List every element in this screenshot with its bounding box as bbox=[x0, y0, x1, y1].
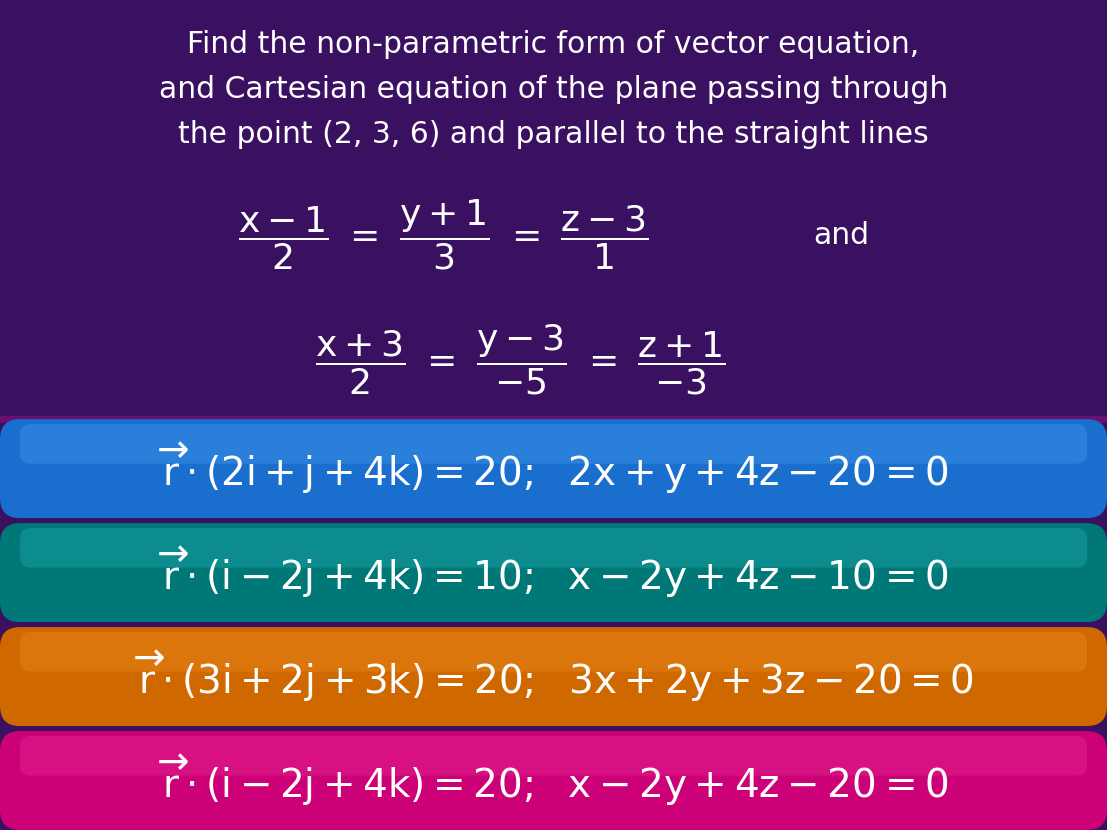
Text: $\overrightarrow{\mathrm{r}} \cdot (2\mathrm{i} + \mathrm{j} + 4\mathrm{k}) = 20: $\overrightarrow{\mathrm{r}} \cdot (2\ma… bbox=[158, 441, 949, 496]
Text: $\overrightarrow{\mathrm{r}} \cdot (3\mathrm{i} + 2\mathrm{j} + 3\mathrm{k}) = 2: $\overrightarrow{\mathrm{r}} \cdot (3\ma… bbox=[134, 649, 973, 705]
Text: $\overrightarrow{\mathrm{r}} \cdot (\mathrm{i} - 2\mathrm{j} + 4\mathrm{k}) = 10: $\overrightarrow{\mathrm{r}} \cdot (\mat… bbox=[158, 544, 949, 600]
Text: and Cartesian equation of the plane passing through: and Cartesian equation of the plane pass… bbox=[159, 75, 948, 104]
Text: Find the non-parametric form of vector equation,: Find the non-parametric form of vector e… bbox=[187, 30, 920, 59]
Text: $\dfrac{\mathrm{x}+3}{2}\ =\ \dfrac{\mathrm{y}-3}{-5}\ =\ \dfrac{\mathrm{z}+1}{-: $\dfrac{\mathrm{x}+3}{2}\ =\ \dfrac{\mat… bbox=[315, 323, 725, 397]
Text: the point (2, 3, 6) and parallel to the straight lines: the point (2, 3, 6) and parallel to the … bbox=[178, 120, 929, 149]
Text: $\dfrac{\mathrm{x}-1}{2}\ =\ \dfrac{\mathrm{y}+1}{3}\ =\ \dfrac{\mathrm{z}-3}{1}: $\dfrac{\mathrm{x}-1}{2}\ =\ \dfrac{\mat… bbox=[238, 198, 648, 272]
Bar bbox=[0, 0, 1107, 419]
FancyBboxPatch shape bbox=[0, 731, 1107, 830]
FancyBboxPatch shape bbox=[20, 736, 1087, 775]
FancyBboxPatch shape bbox=[20, 528, 1087, 568]
FancyBboxPatch shape bbox=[20, 424, 1087, 464]
Text: and: and bbox=[814, 221, 869, 250]
FancyBboxPatch shape bbox=[0, 419, 1107, 518]
FancyBboxPatch shape bbox=[0, 523, 1107, 622]
FancyBboxPatch shape bbox=[0, 627, 1107, 726]
FancyBboxPatch shape bbox=[20, 632, 1087, 671]
Text: $\overrightarrow{\mathrm{r}} \cdot (\mathrm{i} - 2\mathrm{j} + 4\mathrm{k}) = 20: $\overrightarrow{\mathrm{r}} \cdot (\mat… bbox=[158, 753, 949, 808]
